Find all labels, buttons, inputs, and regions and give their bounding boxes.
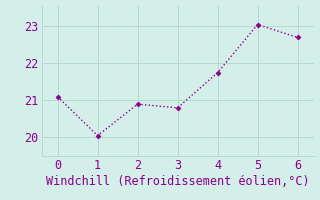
- X-axis label: Windchill (Refroidissement éolien,°C): Windchill (Refroidissement éolien,°C): [46, 175, 309, 188]
